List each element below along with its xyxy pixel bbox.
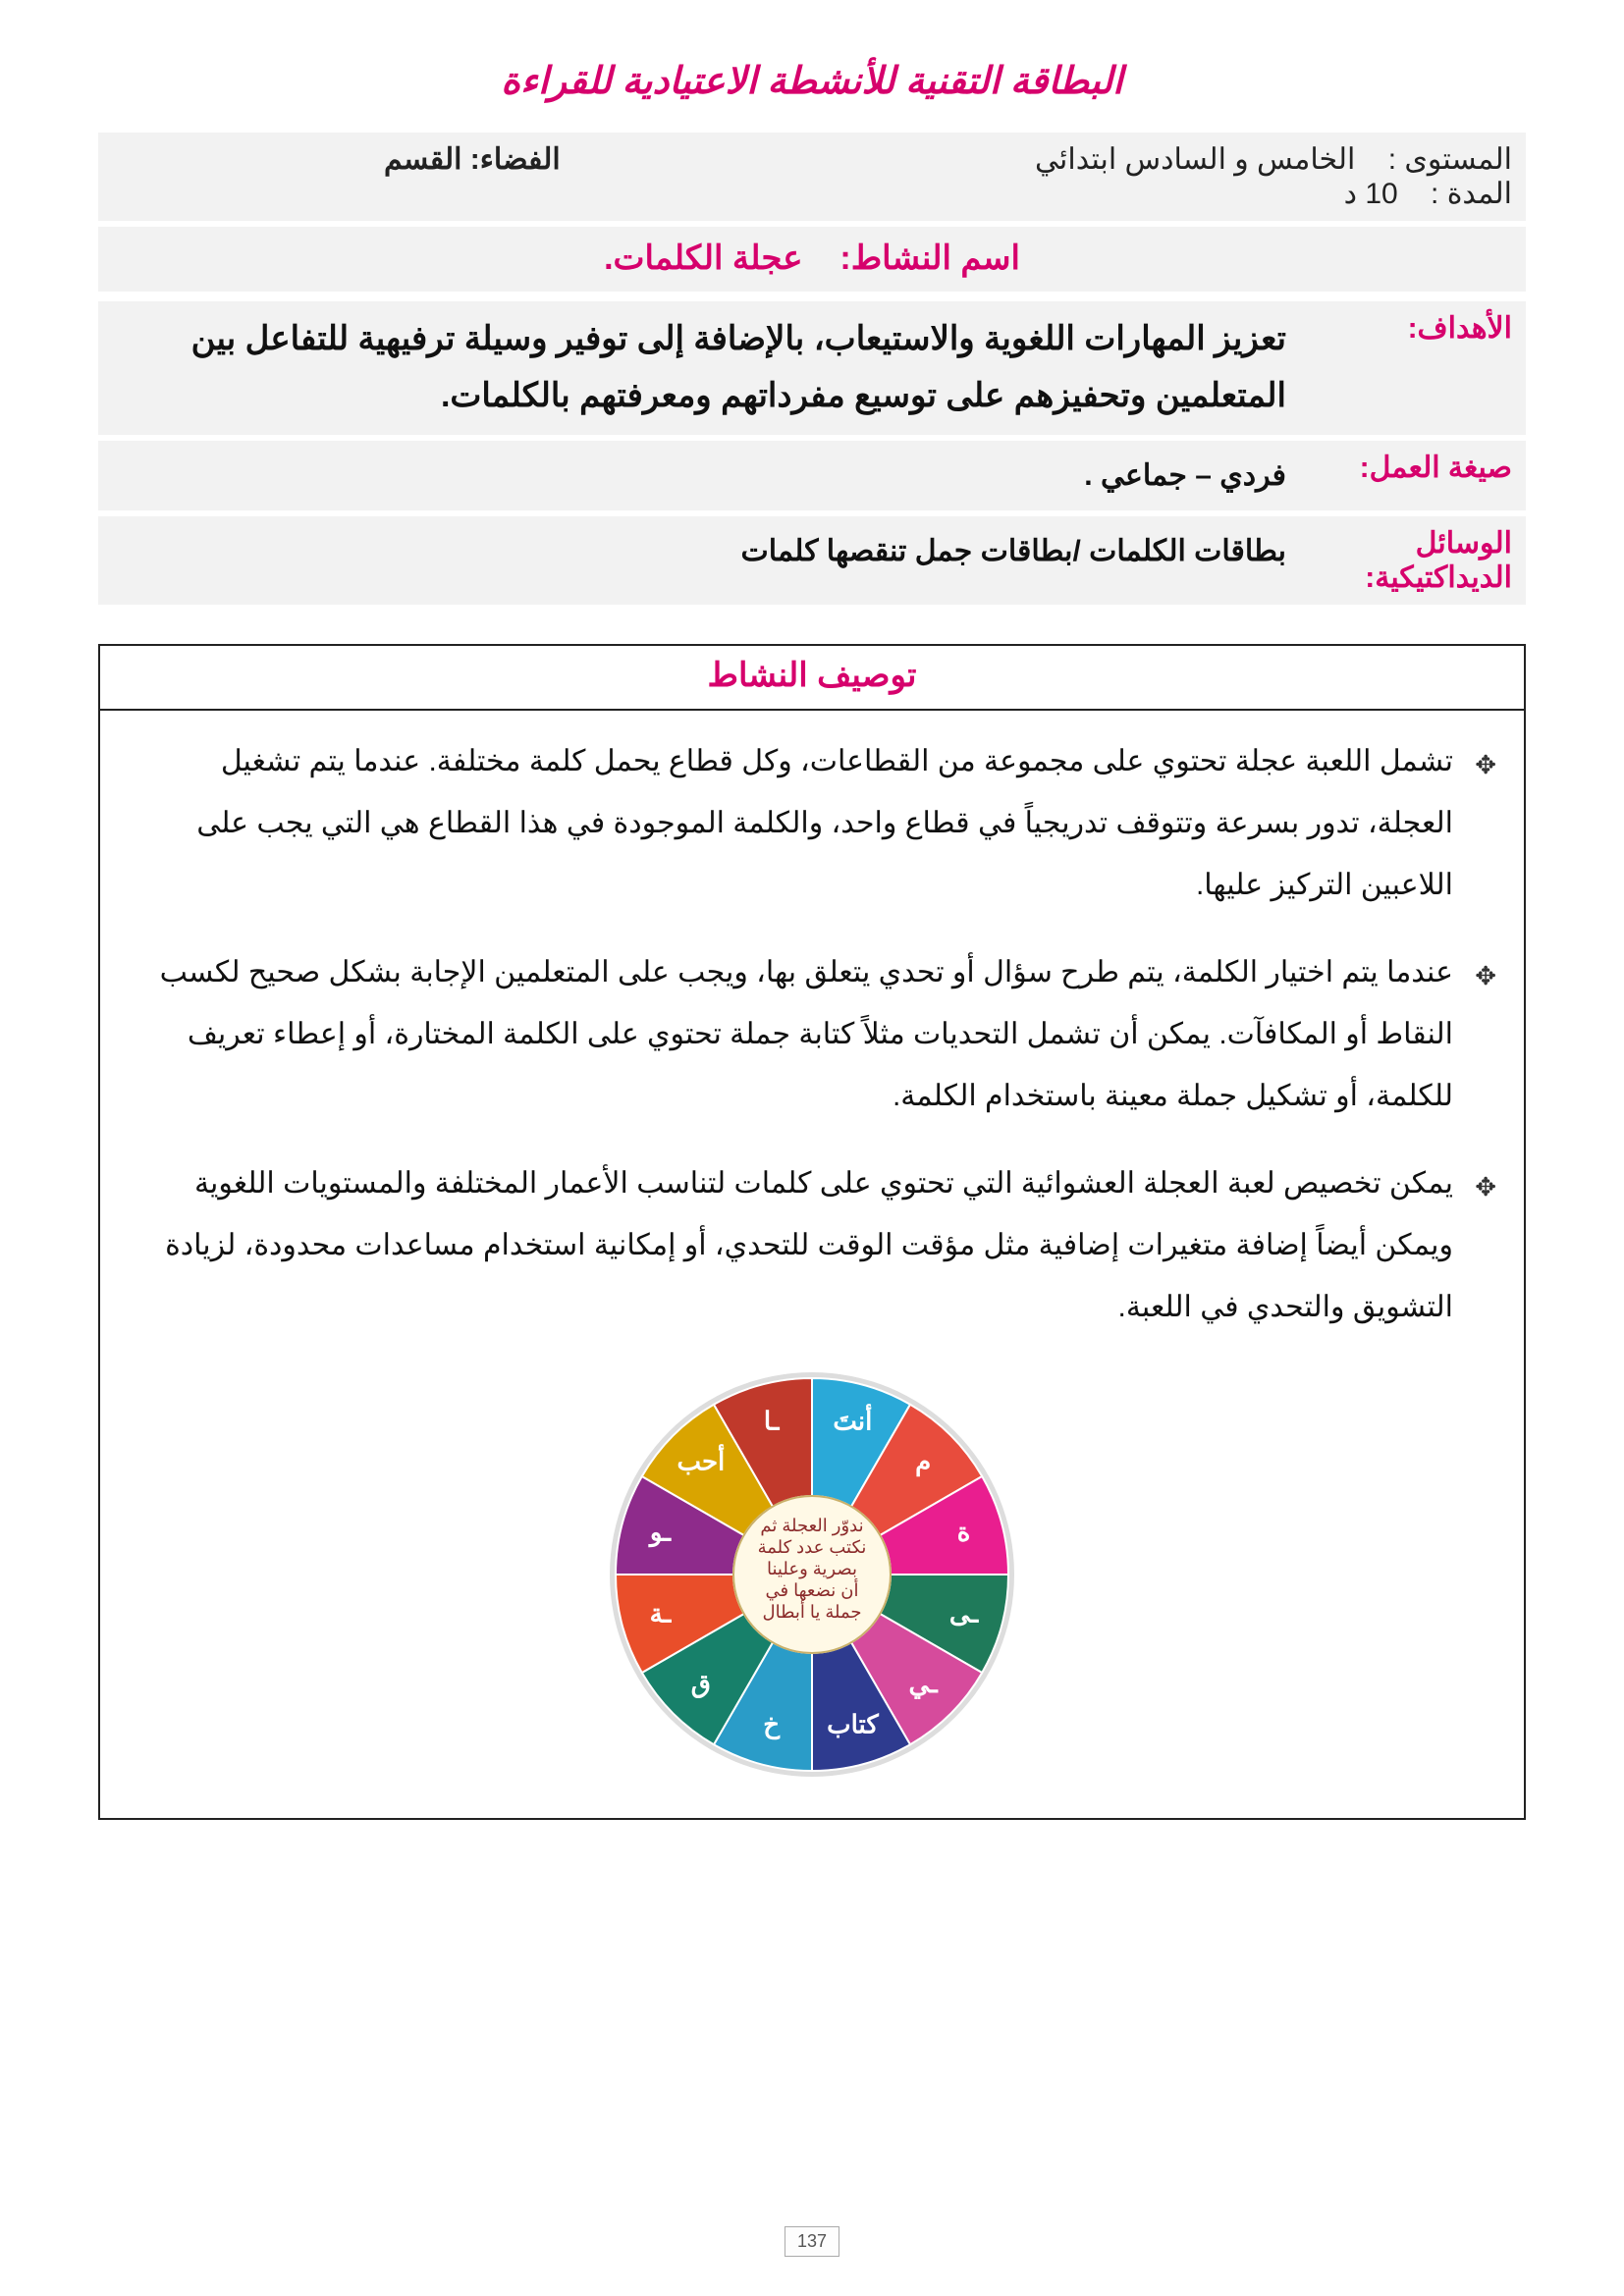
- level-label: المستوى :: [1388, 143, 1512, 176]
- svg-text:ـة: ـة: [650, 1598, 673, 1628]
- svg-text:ـي: ـي: [908, 1669, 939, 1699]
- description-box: توصيف النشاط ✥تشمل اللعبة عجلة تحتوي على…: [98, 644, 1526, 1820]
- bullet-item: ✥عندما يتم اختيار الكلمة، يتم طرح سؤال أ…: [128, 941, 1496, 1127]
- svg-text:م: م: [915, 1446, 931, 1476]
- tools-row: الوسائل الديداكتيكية: بطاقات الكلمات /بط…: [98, 516, 1526, 605]
- svg-text:خ: خ: [763, 1709, 781, 1739]
- duration-label: المدة :: [1431, 178, 1512, 210]
- level-value: الخامس و السادس ابتدائي: [1035, 143, 1355, 176]
- mode-value: فردي – جماعي .: [112, 451, 1286, 501]
- goals-row: الأهداف: تعزيز المهارات اللغوية والاستيع…: [98, 301, 1526, 435]
- svg-text:بصرية وعلينا: بصرية وعلينا: [767, 1559, 857, 1579]
- svg-text:ق: ق: [691, 1669, 711, 1699]
- wheel-image: أنتَ م ة ـى ـي كتاب خ ق ـة ـو أحب ـا ندوّر العجلة ثم…: [128, 1363, 1496, 1790]
- svg-text:ـو: ـو: [648, 1517, 672, 1547]
- duration-value: 10 د: [1344, 178, 1398, 210]
- header-grid: المستوى : الخامس و السادس ابتدائي المدة …: [98, 133, 1526, 221]
- mode-label: صيغة العمل:: [1296, 451, 1512, 501]
- bullet-item: ✥يمكن تخصيص لعبة العجلة العشوائية التي ت…: [128, 1152, 1496, 1338]
- bullet-text: عندما يتم اختيار الكلمة، يتم طرح سؤال أو…: [128, 941, 1453, 1127]
- description-heading: توصيف النشاط: [100, 646, 1524, 711]
- bullet-icon: ✥: [1469, 1152, 1496, 1338]
- space-cell: الفضاء: القسم: [98, 133, 574, 221]
- activity-name-row: اسم النشاط: عجلة الكلمات.: [98, 227, 1526, 292]
- mode-row: صيغة العمل: فردي – جماعي .: [98, 441, 1526, 510]
- svg-text:أنتَ: أنتَ: [833, 1403, 872, 1435]
- activity-name-label: اسم النشاط:: [839, 240, 1020, 277]
- svg-text:ة: ة: [957, 1517, 971, 1546]
- svg-text:أحب: أحب: [677, 1443, 725, 1475]
- activity-name-value: عجلة الكلمات.: [604, 240, 802, 277]
- svg-text:ندوّر العجلة ثم: ندوّر العجلة ثم: [760, 1516, 863, 1536]
- svg-text:ـا: ـا: [764, 1406, 781, 1435]
- tools-value: بطاقات الكلمات /بطاقات جمل تنقصها كلمات: [112, 526, 1286, 595]
- bullet-icon: ✥: [1469, 730, 1496, 916]
- bullet-text: يمكن تخصيص لعبة العجلة العشوائية التي تح…: [128, 1152, 1453, 1338]
- svg-text:أن نضعها في: أن نضعها في: [766, 1578, 859, 1601]
- header-left: المستوى : الخامس و السادس ابتدائي المدة …: [574, 133, 1526, 221]
- svg-text:جملة يا أبطال: جملة يا أبطال: [763, 1600, 862, 1622]
- svg-text:نكتب عدد كلمة: نكتب عدد كلمة: [758, 1537, 867, 1557]
- svg-text:ـى: ـى: [949, 1598, 980, 1628]
- tools-label: الوسائل الديداكتيكية:: [1296, 526, 1512, 595]
- svg-text:كتاب: كتاب: [827, 1709, 879, 1738]
- bullet-text: تشمل اللعبة عجلة تحتوي على مجموعة من الق…: [128, 730, 1453, 916]
- bullet-icon: ✥: [1469, 941, 1496, 1127]
- goals-value: تعزيز المهارات اللغوية والاستيعاب، بالإض…: [112, 311, 1286, 425]
- page-number: 137: [785, 2226, 839, 2257]
- description-body: ✥تشمل اللعبة عجلة تحتوي على مجموعة من ال…: [100, 711, 1524, 1818]
- bullet-item: ✥تشمل اللعبة عجلة تحتوي على مجموعة من ال…: [128, 730, 1496, 916]
- page-title: البطاقة التقنية للأنشطة الاعتيادية للقرا…: [98, 59, 1526, 103]
- goals-label: الأهداف:: [1296, 311, 1512, 425]
